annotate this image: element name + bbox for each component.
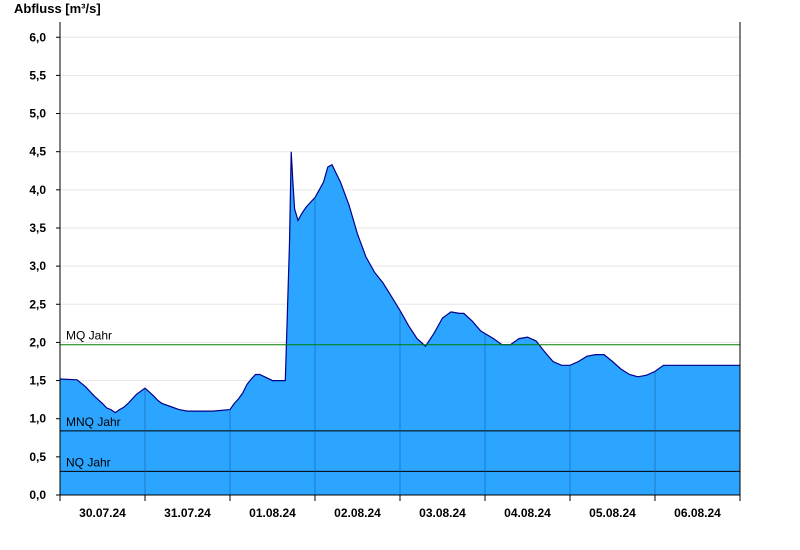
x-tick-label: 05.08.24 (589, 506, 636, 520)
y-tick-label: 0,5 (29, 450, 46, 464)
y-tick-label: 2,0 (29, 335, 46, 349)
y-tick-label: 4,0 (29, 183, 46, 197)
y-tick-label: 5,0 (29, 107, 46, 121)
y-axis: 0,0 0,5 1,0 1,5 2,0 2,5 3,0 3,5 4,0 4,5 5,0 5,5 6,0 (29, 30, 60, 502)
x-tick-label: 31.07.24 (164, 506, 211, 520)
x-tick-label: 30.07.24 (79, 506, 126, 520)
x-tick-label: 02.08.24 (334, 506, 381, 520)
x-tick-label: 04.08.24 (504, 506, 551, 520)
y-tick-label: 2,5 (29, 297, 46, 311)
reference-line-label: MQ Jahr (66, 329, 112, 343)
y-tick-label: 1,5 (29, 374, 46, 388)
day-divider-lines (144, 197, 656, 495)
reference-lines: MQ Jahr MNQ Jahr NQ Jahr (60, 329, 740, 472)
y-tick-label: 1,0 (29, 412, 46, 426)
reference-line-label: MNQ Jahr (66, 415, 121, 429)
y-tick-label: 0,0 (29, 488, 46, 502)
x-tick-label: 06.08.24 (674, 506, 721, 520)
y-axis-title: Abfluss [m³/s] (14, 1, 101, 16)
y-tick-label: 5,5 (29, 68, 46, 82)
discharge-line (59, 151, 740, 414)
y-tick-label: 6,0 (29, 30, 46, 44)
x-axis: 30.07.24 31.07.24 01.08.24 02.08.24 03.08.24… (59, 495, 741, 520)
y-tick-label: 3,0 (29, 259, 46, 273)
x-tick-label: 03.08.24 (419, 506, 466, 520)
reference-line-label: NQ Jahr (66, 455, 111, 469)
y-tick-label: 4,5 (29, 145, 46, 159)
x-tick-label: 01.08.24 (249, 506, 296, 520)
y-tick-label: 3,5 (29, 221, 46, 235)
